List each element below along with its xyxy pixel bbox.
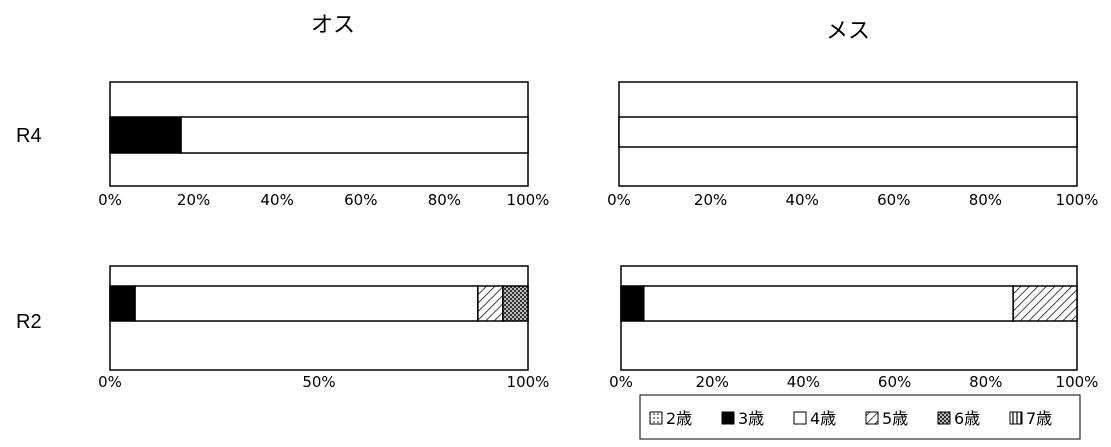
x-tick-label: 100% — [507, 373, 550, 391]
x-tick-label: 40% — [261, 191, 294, 209]
x-tick-label: 40% — [786, 191, 819, 209]
x-tick-label: 100% — [1056, 373, 1099, 391]
x-tick-label: 0% — [98, 191, 122, 209]
x-tick-label: 80% — [428, 191, 461, 209]
x-tick-label: 60% — [877, 191, 910, 209]
x-tick-label: 20% — [696, 373, 729, 391]
x-tick-label: 80% — [969, 191, 1002, 209]
x-tick-label: 0% — [609, 373, 633, 391]
panel-3: 0% 20% 40% 60% 80% 100% — [609, 265, 1099, 391]
row-label-r2: R2 — [16, 311, 42, 333]
x-tick-label: 50% — [302, 373, 335, 391]
legend-swatch-6歳 — [937, 411, 951, 425]
legend-swatch-3歳 — [721, 411, 735, 425]
panel-2: 0% 50% 100% — [98, 265, 550, 391]
bar-segment-4歳 — [134, 285, 479, 322]
legend-label: 7歳 — [1026, 409, 1052, 428]
legend: 2歳 3歳 4歳 5歳 6歳 7歳 — [639, 394, 1081, 440]
legend-label: 2歳 — [666, 409, 692, 428]
x-tick-label: 20% — [694, 191, 727, 209]
legend-label: 4歳 — [810, 409, 836, 428]
x-tick-label: 60% — [344, 191, 377, 209]
panel-1: 0% 20% 40% 60% 80% 100% — [607, 81, 1099, 209]
legend-swatch-2歳 — [649, 411, 663, 425]
bar-segment-5歳 — [1012, 285, 1078, 322]
bar-segment-3歳 — [109, 116, 182, 154]
panel-0: 0% 20% 40% 60% 80% 100% — [98, 81, 550, 209]
x-tick-label: 0% — [607, 191, 631, 209]
legend-items: 2歳 3歳 4歳 5歳 6歳 7歳 — [649, 409, 1052, 428]
title-male: オス — [311, 13, 355, 38]
bar-segment-3歳 — [620, 285, 645, 322]
panels: 0% 20% 40% 60% 80% 100% 0% 20% 40% 60% 80% 100% 0% 50… — [98, 81, 1099, 391]
x-tick-label: 80% — [969, 373, 1002, 391]
bar-segment-6歳 — [502, 285, 529, 322]
title-female: メス — [826, 19, 870, 44]
legend-swatch-5歳 — [865, 411, 879, 425]
x-tick-label: 40% — [787, 373, 820, 391]
bar-segment-5歳 — [477, 285, 504, 322]
bar-segment-4歳 — [180, 116, 529, 154]
legend-label: 5歳 — [882, 409, 908, 428]
row-label-r4: R4 — [16, 125, 42, 147]
x-tick-label: 60% — [878, 373, 911, 391]
legend-label: 3歳 — [738, 409, 764, 428]
bar-segment-4歳 — [618, 116, 1078, 148]
bar-segment-4歳 — [643, 285, 1014, 322]
x-tick-label: 100% — [1056, 191, 1099, 209]
x-tick-label: 0% — [98, 373, 122, 391]
x-tick-label: 20% — [177, 191, 210, 209]
bar-segment-3歳 — [109, 285, 136, 322]
legend-swatch-4歳 — [793, 411, 807, 425]
legend-box — [639, 394, 1081, 440]
legend-label: 6歳 — [954, 409, 980, 428]
x-tick-label: 100% — [507, 191, 550, 209]
legend-swatch-7歳 — [1009, 411, 1023, 425]
